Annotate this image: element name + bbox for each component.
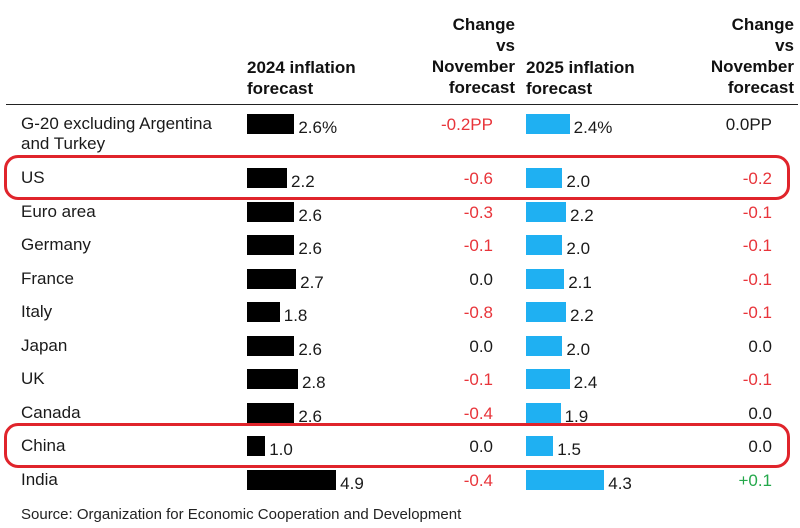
change-2024-label: -0.8 — [463, 303, 493, 322]
country-label: Japan — [21, 336, 68, 355]
value-2025-label: 2.4% — [573, 118, 613, 137]
bar-2024 — [247, 168, 288, 188]
bar-2025 — [526, 403, 561, 423]
bar-2025 — [526, 336, 563, 356]
bar-2024 — [247, 336, 295, 356]
change-2025-label: 0.0 — [748, 404, 772, 423]
country-label: France — [21, 269, 74, 288]
header-2025-forecast: 2025 inflation forecast — [526, 58, 635, 98]
change-2024-label: -0.1 — [463, 236, 493, 255]
value-2025-label: 2.0 — [566, 340, 591, 359]
country-label: Canada — [21, 403, 81, 422]
bar-2025 — [526, 202, 567, 222]
bar-2024 — [247, 202, 295, 222]
bar-2024 — [247, 403, 295, 423]
header-2025-change: Change vs November forecast — [710, 15, 794, 97]
header-2024-forecast: 2024 inflation forecast — [247, 58, 356, 98]
table-row: Canada 2.6 -0.4 1.9 0.0 — [0, 403, 800, 437]
value-2025-label: 4.3 — [608, 474, 632, 493]
change-2025-label: 0.0 — [748, 337, 772, 356]
value-2024-label: 1.0 — [269, 440, 293, 459]
bar-2025 — [526, 269, 565, 289]
table-row: Germany 2.6 -0.1 2.0 -0.1 — [0, 235, 800, 269]
bar-2025 — [526, 235, 563, 255]
table-row: Italy 1.8 -0.8 2.2 -0.1 — [0, 302, 800, 336]
country-label: India — [21, 470, 58, 489]
value-2024-label: 2.7 — [300, 273, 324, 292]
value-2024-label: 2.6% — [298, 118, 338, 137]
change-2024-label: 0.0 — [469, 270, 493, 289]
change-2025-label: -0.1 — [742, 370, 772, 389]
country-label: US — [21, 168, 45, 187]
country-label: UK — [21, 369, 45, 388]
value-2024-label: 2.6 — [298, 407, 322, 426]
bar-2025 — [526, 436, 554, 456]
value-2025-label: 2.0 — [566, 172, 591, 191]
change-2024-label: -0.4 — [463, 471, 493, 490]
value-2024-label: 2.6 — [298, 206, 322, 225]
value-2025-label: 1.5 — [557, 440, 581, 459]
value-2024-label: 1.8 — [283, 306, 308, 325]
value-2025-label: 1.9 — [564, 407, 589, 426]
source-note: Source: Organization for Economic Cooper… — [21, 506, 462, 523]
bar-2024 — [247, 436, 266, 456]
table-row: China 1.0 0.0 1.5 0.0 — [0, 436, 800, 470]
change-2025-label: -0.1 — [742, 303, 772, 322]
change-2024-label: -0.2PP — [441, 115, 493, 134]
country-label: Italy — [21, 302, 53, 321]
change-2025-label: 0.0PP — [725, 115, 772, 134]
value-2025-label: 2.2 — [570, 206, 594, 225]
change-2025-label: +0.1 — [738, 471, 772, 490]
bar-2024 — [247, 235, 295, 255]
value-2025-label: 2.1 — [568, 273, 592, 292]
value-2024-label: 2.6 — [298, 340, 322, 359]
change-2024-label: 0.0 — [469, 337, 493, 356]
value-2024-label: 2.6 — [298, 239, 322, 258]
bar-2025 — [526, 114, 570, 134]
table-row: India 4.9 -0.4 4.3 +0.1 — [0, 470, 800, 504]
country-label: Germany — [21, 235, 91, 254]
change-2024-label: -0.4 — [463, 404, 493, 423]
change-2025-label: -0.1 — [742, 270, 772, 289]
change-2025-label: -0.1 — [742, 236, 772, 255]
change-2025-label: -0.2 — [742, 169, 772, 188]
bar-2024 — [247, 369, 298, 389]
table-row: France 2.7 0.0 2.1 -0.1 — [0, 269, 800, 303]
bar-2024 — [247, 114, 295, 134]
table-row: US 2.2 -0.6 2.0 -0.2 — [0, 168, 800, 202]
value-2024-label: 4.9 — [340, 474, 364, 493]
bar-2025 — [526, 168, 563, 188]
header-2024-change: Change vs November forecast — [431, 15, 515, 97]
table-row: Japan 2.6 0.0 2.0 0.0 — [0, 336, 800, 370]
value-2025-label: 2.2 — [570, 306, 594, 325]
table-row: UK 2.8 -0.1 2.4 -0.1 — [0, 369, 800, 403]
change-2025-label: 0.0 — [748, 437, 772, 456]
change-2024-label: -0.1 — [463, 370, 493, 389]
value-2025-label: 2.4 — [573, 373, 598, 392]
bar-2025 — [526, 369, 570, 389]
value-2025-label: 2.0 — [566, 239, 591, 258]
bar-2024 — [247, 302, 280, 322]
country-label: G-20 excluding Argentina and Turkey — [21, 114, 212, 153]
bar-2024 — [247, 269, 297, 289]
change-2024-label: -0.6 — [463, 169, 493, 188]
change-2024-label: 0.0 — [469, 437, 493, 456]
value-2024-label: 2.2 — [291, 172, 315, 191]
change-2025-label: -0.1 — [742, 203, 772, 222]
bar-2024 — [247, 470, 337, 490]
country-label: Euro area — [21, 202, 96, 221]
change-2024-label: -0.3 — [463, 203, 493, 222]
bar-2025 — [526, 302, 567, 322]
country-label: China — [21, 436, 66, 455]
bar-2025 — [526, 470, 605, 490]
table-row: G-20 excluding Argentina and Turkey 2.6% -0… — [0, 114, 800, 153]
header-divider — [6, 104, 798, 105]
table-row: Euro area 2.6 -0.3 2.2 -0.1 — [0, 202, 800, 236]
value-2024-label: 2.8 — [301, 373, 326, 392]
